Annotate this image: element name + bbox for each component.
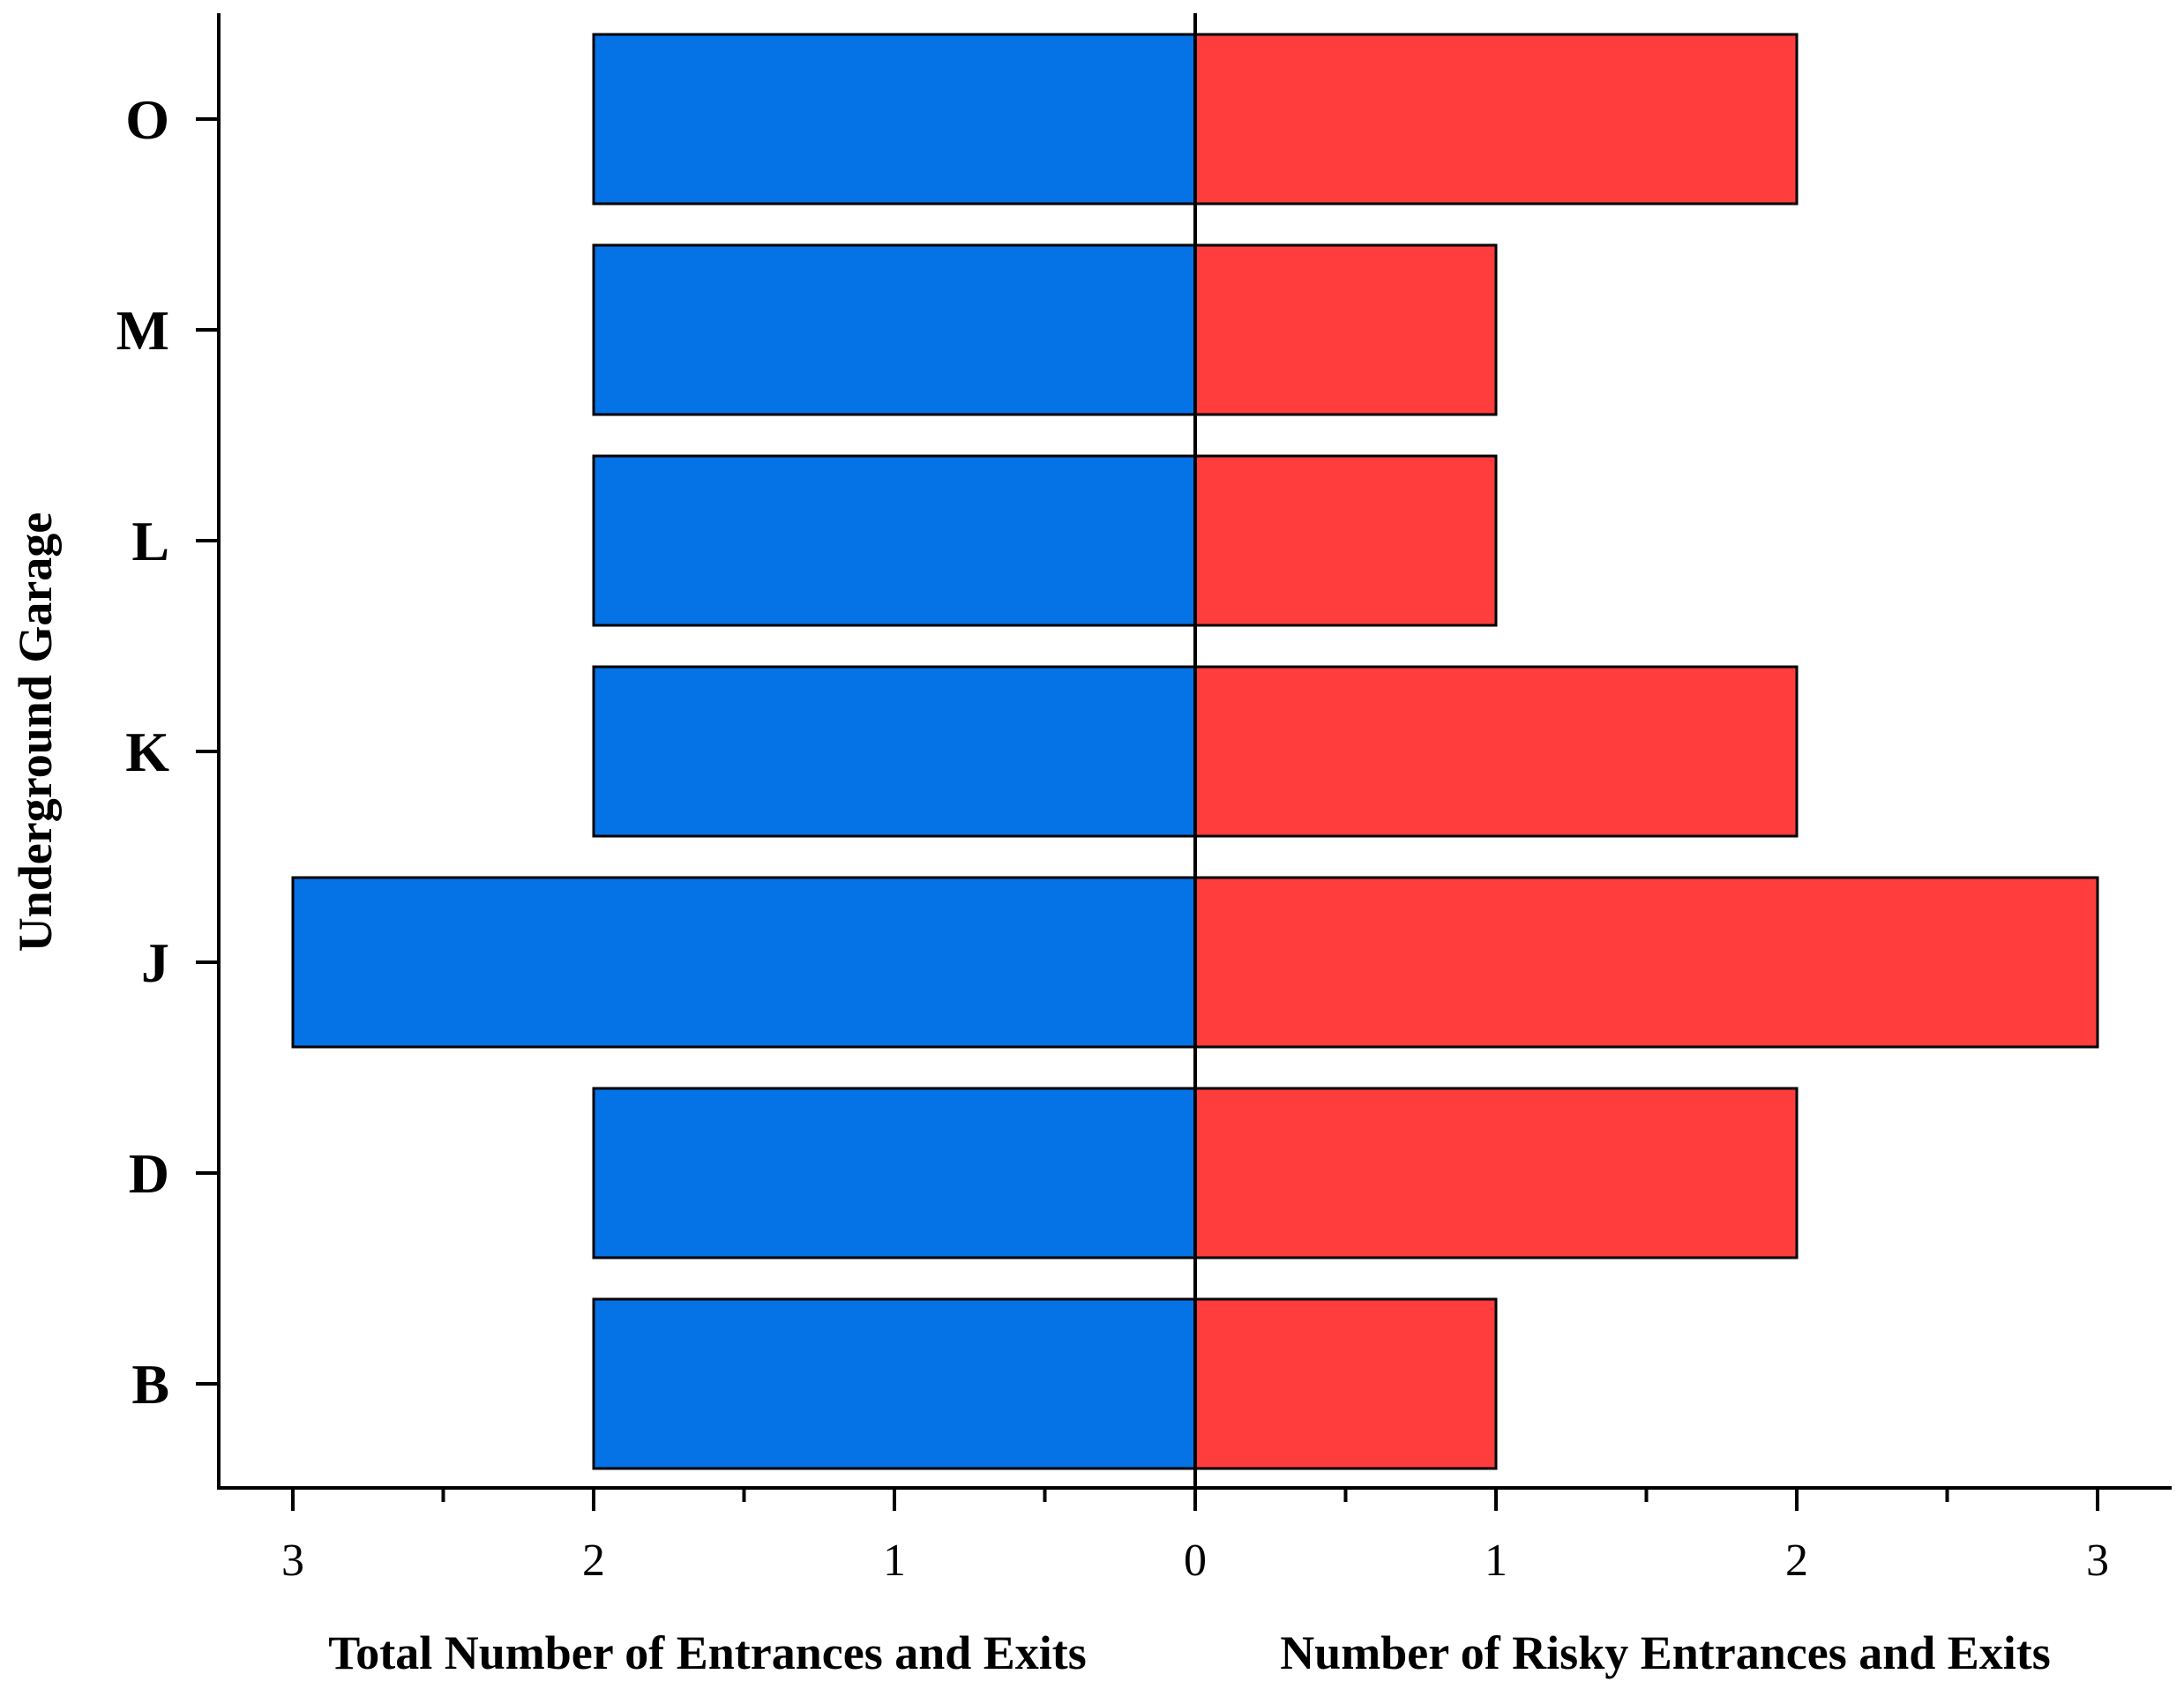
bar-left-L	[592, 454, 1197, 627]
bars-layer	[291, 33, 2099, 1470]
category-label-M: M	[116, 299, 169, 362]
bar-left-O	[592, 33, 1197, 206]
x-tick-label-left-2: 1	[883, 1536, 906, 1586]
category-label-K: K	[125, 721, 169, 783]
category-label-J: J	[141, 931, 169, 994]
bar-right-B	[1193, 1297, 1498, 1470]
axes-layer	[217, 13, 2172, 1490]
bar-right-D	[1193, 1087, 1799, 1259]
bar-right-M	[1193, 243, 1498, 416]
x-axis-title-right: Number of Risky Entrances and Exits	[1280, 1626, 2051, 1679]
bar-right-K	[1193, 665, 1799, 838]
ticks-layer	[196, 117, 2099, 1511]
x-tick-label-left-0: 3	[281, 1536, 304, 1586]
x-tick-label-right-2: 3	[2086, 1536, 2109, 1586]
bar-right-L	[1193, 454, 1498, 627]
x-tick-label-right-0: 1	[1485, 1536, 1507, 1586]
bar-left-K	[592, 665, 1197, 838]
category-label-B: B	[131, 1353, 169, 1416]
x-axis-title-left: Total Number of Entrances and Exits	[328, 1626, 1087, 1679]
category-label-D: D	[129, 1142, 169, 1205]
category-label-L: L	[131, 510, 169, 572]
bar-left-M	[592, 243, 1197, 416]
bar-left-D	[592, 1087, 1197, 1259]
bar-left-B	[592, 1297, 1197, 1470]
category-label-O: O	[125, 88, 169, 151]
x-tick-label-right-1: 2	[1785, 1536, 1808, 1586]
y-axis-title: Underground Garage	[9, 512, 62, 953]
x-tick-label-left-3: 0	[1184, 1536, 1207, 1586]
labels-layer: Underground Garage Total Number of Entra…	[9, 88, 2109, 1679]
x-tick-label-left-1: 2	[582, 1536, 605, 1586]
bar-right-J	[1193, 876, 2099, 1049]
bar-right-O	[1193, 33, 1799, 206]
bar-left-J	[291, 876, 1197, 1049]
